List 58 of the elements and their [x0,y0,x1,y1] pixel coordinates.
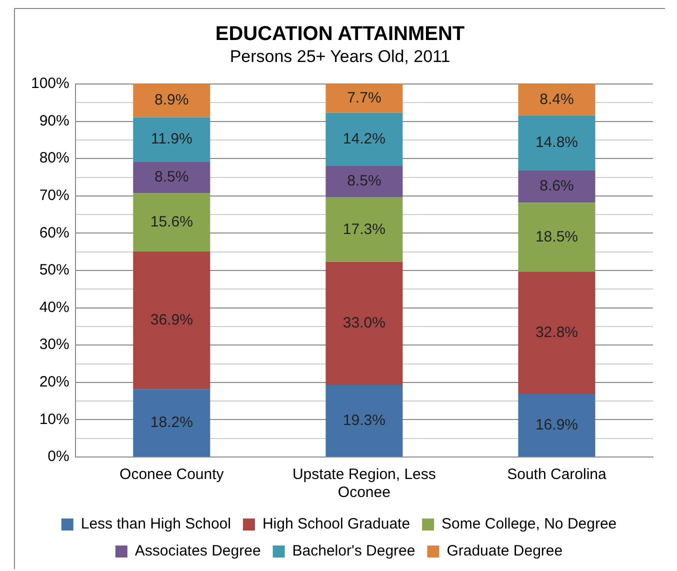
bar [326,166,403,198]
legend-label: High School Graduate [262,516,410,533]
data-label: 16.9% [535,416,578,434]
bar [133,251,210,390]
y-tick-label: 50% [39,262,70,279]
data-label: 14.8% [535,134,578,152]
y-tick-label: 0% [48,448,70,466]
data-label: 19.3% [342,412,386,429]
bar [133,193,210,252]
data-label: 33.0% [342,314,386,332]
bar [518,272,596,394]
bar [326,385,403,456]
legend-label: Bachelor's Degree [292,542,416,560]
y-tick-label: 70% [39,187,70,204]
chart-subtitle: Persons 25+ Years Old, 2011 [228,47,452,67]
y-tick-label: 100% [30,75,70,92]
bar [518,170,596,203]
x-tick-label: Upstate Region, Less Oconee [292,466,436,502]
bar [326,197,403,262]
bar [133,84,210,118]
y-tick-label: 60% [39,224,70,242]
data-label: 36.9% [150,311,193,328]
data-label: 7.7% [347,90,382,106]
data-label: 18.5% [535,228,578,246]
y-tick-label: 90% [39,112,70,130]
legend-label: Graduate Degree [446,542,563,560]
bar [326,262,403,386]
data-label: 8.6% [540,178,574,195]
bar [518,115,596,171]
data-label: 18.2% [150,414,193,431]
y-tick-label: 80% [39,150,70,167]
bar [133,117,210,162]
bar [518,84,596,116]
bar [326,112,403,166]
bar [326,84,403,113]
bar [133,389,210,456]
data-label: 15.6% [150,214,193,231]
y-tick-label: 10% [39,410,70,428]
bar [518,202,596,272]
data-label: 14.2% [342,130,386,148]
legend-label: Less than High School [80,516,231,533]
bar [518,394,596,456]
x-tick-label: Oconee County [120,466,224,484]
y-tick-label: 20% [39,374,70,391]
data-label: 32.8% [535,324,578,341]
chart-title: EDUCATION ATTAINMENT [214,23,466,46]
legend-label: Associates Degree [134,542,261,560]
data-label: 8.5% [347,172,382,190]
data-label: 11.9% [150,130,192,148]
data-label: 17.3% [342,220,386,238]
data-label: 8.5% [154,168,189,186]
legend-label: Some College, No Degree [442,516,617,533]
bar [133,162,210,194]
data-label: 8.9% [154,92,189,109]
y-tick-label: 30% [39,336,70,354]
y-tick-label: 40% [39,298,70,316]
x-tick-label: South Carolina [507,466,607,484]
data-label: 8.4% [540,90,574,108]
